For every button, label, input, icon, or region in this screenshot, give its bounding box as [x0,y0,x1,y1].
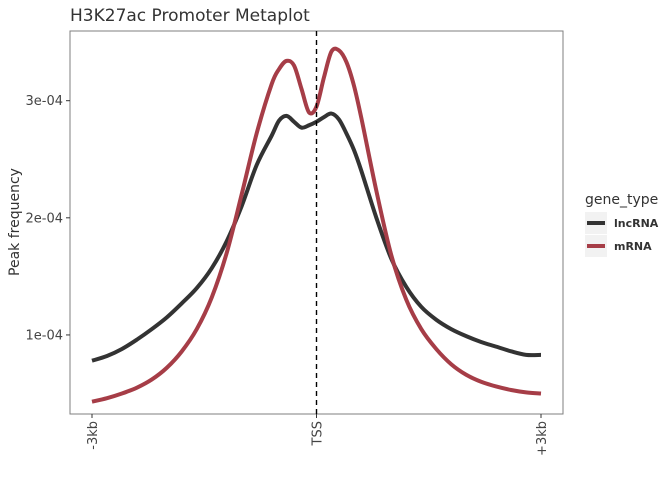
legend-label: mRNA [614,240,652,253]
x-tick-label: +3kb [535,421,550,456]
chart-title: H3K27ac Promoter Metaplot [70,6,310,26]
x-axis: -3kb TSS +3kb [86,414,550,456]
y-axis: 1e-04 2e-04 3e-04 [25,94,70,343]
legend-title: gene_type [585,192,658,208]
x-tick-label: -3kb [86,421,101,450]
legend-label: lncRNA [614,217,659,230]
y-tick-label: 1e-04 [25,328,63,343]
y-tick-label: 3e-04 [25,94,63,109]
y-axis-title: Peak frequency [7,168,23,276]
y-tick-label: 2e-04 [25,211,63,226]
legend-item-mrna: mRNA [585,235,652,257]
legend: gene_type lncRNA mRNA [585,192,659,257]
x-tick-label: TSS [311,421,326,446]
legend-item-lncrna: lncRNA [585,212,659,234]
